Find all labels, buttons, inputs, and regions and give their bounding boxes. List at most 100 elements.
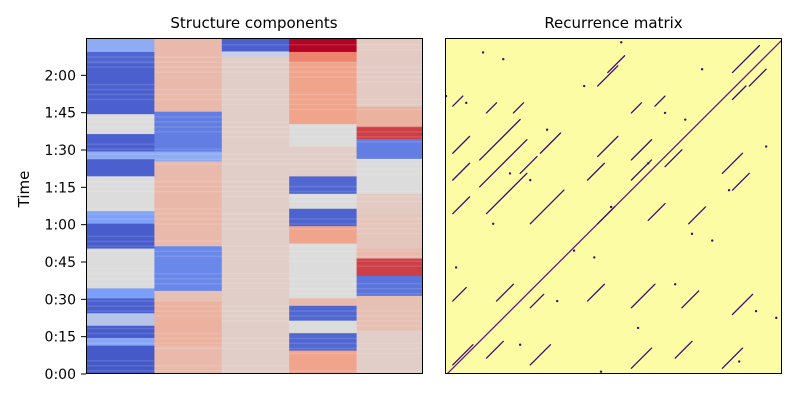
recurrence-dot-9	[636, 326, 640, 330]
components-heatmap-svg	[87, 39, 422, 373]
y-tick-label-4: 1:00	[45, 218, 76, 234]
component-2-stripe-7	[221, 347, 290, 350]
component-1-stripe-26	[154, 305, 222, 307]
recurrence-stripe-34	[512, 102, 525, 114]
y-tick-label-5: 1:15	[45, 180, 76, 196]
component-3-segment-12	[289, 61, 358, 125]
component-1-segment-8	[154, 111, 223, 152]
recurrence-stripe-4	[674, 340, 693, 359]
component-3-stripe-19	[289, 223, 357, 225]
recurrence-stripe-11	[681, 290, 700, 309]
recurrence-dot-21	[556, 299, 559, 303]
component-0-segment-0	[87, 345, 155, 373]
component-3-stripe-24	[289, 98, 357, 101]
component-3-stripe-9	[289, 136, 357, 138]
component-2-stripe-10	[221, 71, 290, 73]
component-1-stripe-13	[154, 158, 222, 160]
component-0-segment-15	[87, 51, 155, 65]
component-4-stripe-12	[356, 168, 422, 170]
component-3-stripe-29	[289, 310, 357, 312]
component-3-stripe-13	[289, 103, 357, 106]
component-0-segment-2	[87, 325, 155, 339]
component-2-stripe-5	[221, 195, 290, 198]
component-1-stripe-10	[154, 98, 222, 101]
component-0-stripe-37	[87, 327, 155, 330]
recurrence-stripe-32	[452, 95, 464, 107]
component-4-stripe-4	[356, 233, 422, 235]
component-4-stripe-21	[356, 347, 422, 350]
component-2-stripe-2	[221, 136, 290, 138]
component-1-stripe-39	[154, 116, 222, 118]
component-1-stripe-12	[154, 250, 222, 253]
component-0-stripe-18	[87, 61, 155, 63]
component-1-segment-1	[154, 300, 223, 346]
component-4-stripe-23	[356, 163, 422, 165]
component-3-segment-14	[289, 39, 358, 52]
recurrence-stripe-12	[731, 293, 754, 316]
component-0-stripe-2	[87, 190, 155, 193]
recurrence-stripe-3	[630, 347, 653, 369]
recurrence-stripe-31	[721, 152, 744, 175]
recurrence-stripe-22	[586, 162, 606, 181]
component-0-stripe-11	[87, 370, 155, 372]
component-3-stripe-28	[289, 66, 357, 68]
component-1-stripe-20	[154, 185, 222, 188]
recurrence-stripe-1	[485, 340, 504, 359]
component-2-stripe-32	[221, 61, 290, 63]
component-3-segment-9	[289, 175, 358, 194]
component-1-stripe-34	[154, 240, 222, 243]
component-4-stripe-2	[356, 81, 422, 83]
components-heatmap	[86, 38, 423, 374]
component-1-stripe-17	[154, 126, 222, 128]
component-0-stripe-33	[87, 360, 155, 362]
component-2-stripe-26	[221, 277, 290, 280]
recurrence-stripe-17	[647, 202, 666, 222]
component-0-stripe-14	[87, 93, 155, 96]
component-4-stripe-30	[356, 190, 422, 193]
component-3-stripe-38	[289, 153, 357, 155]
recurrence-background	[446, 39, 781, 373]
component-2-stripe-33	[221, 305, 290, 307]
recurrence-stripe-6	[452, 286, 467, 302]
y-tick-label-2: 0:30	[45, 292, 76, 308]
component-1-stripe-16	[154, 218, 222, 220]
recurrence-dot-19	[737, 360, 741, 363]
component-4-stripe-17	[356, 43, 422, 46]
component-1-segment-9	[154, 39, 223, 112]
recurrence-stripe-27	[479, 118, 521, 161]
y-tick-label-3: 0:45	[45, 255, 76, 271]
component-2-stripe-18	[221, 342, 290, 345]
recurrence-stripe-0	[452, 344, 474, 366]
component-0-stripe-26	[87, 332, 155, 335]
recurrence-dot-11	[454, 266, 458, 269]
component-4-stripe-27	[356, 131, 422, 133]
component-1-stripe-14	[154, 66, 222, 68]
component-1-stripe-5	[154, 223, 222, 225]
component-3-stripe-4	[289, 260, 357, 263]
recurrence-dot-7	[481, 51, 485, 54]
y-tick-label-8: 2:00	[45, 68, 76, 84]
component-1-stripe-15	[154, 310, 222, 312]
component-4-stripe-29	[356, 282, 422, 285]
component-0-stripe-19	[87, 305, 155, 307]
chart-title-components: Structure components	[170, 14, 338, 32]
recurrence-stripe-5	[721, 347, 744, 369]
component-2-stripe-27	[221, 185, 290, 188]
recurrence-dot-16	[673, 283, 677, 286]
component-1-segment-4	[154, 225, 223, 247]
component-3-stripe-12	[289, 195, 357, 198]
component-3-segment-1	[289, 332, 358, 351]
component-1-stripe-25	[154, 61, 222, 63]
component-4-stripe-22	[356, 255, 422, 258]
recurrence-stripe-26	[452, 135, 471, 154]
component-0-stripe-9	[87, 218, 155, 220]
component-0-segment-8	[87, 210, 155, 224]
component-0-stripe-20	[87, 213, 155, 215]
component-1-segment-2	[154, 290, 223, 301]
component-1-stripe-31	[154, 180, 222, 183]
component-3-segment-8	[289, 193, 358, 209]
component-3-segment-4	[289, 297, 358, 306]
component-0-stripe-3	[87, 98, 155, 101]
component-1-stripe-33	[154, 332, 222, 335]
component-2-stripe-36	[221, 365, 290, 367]
